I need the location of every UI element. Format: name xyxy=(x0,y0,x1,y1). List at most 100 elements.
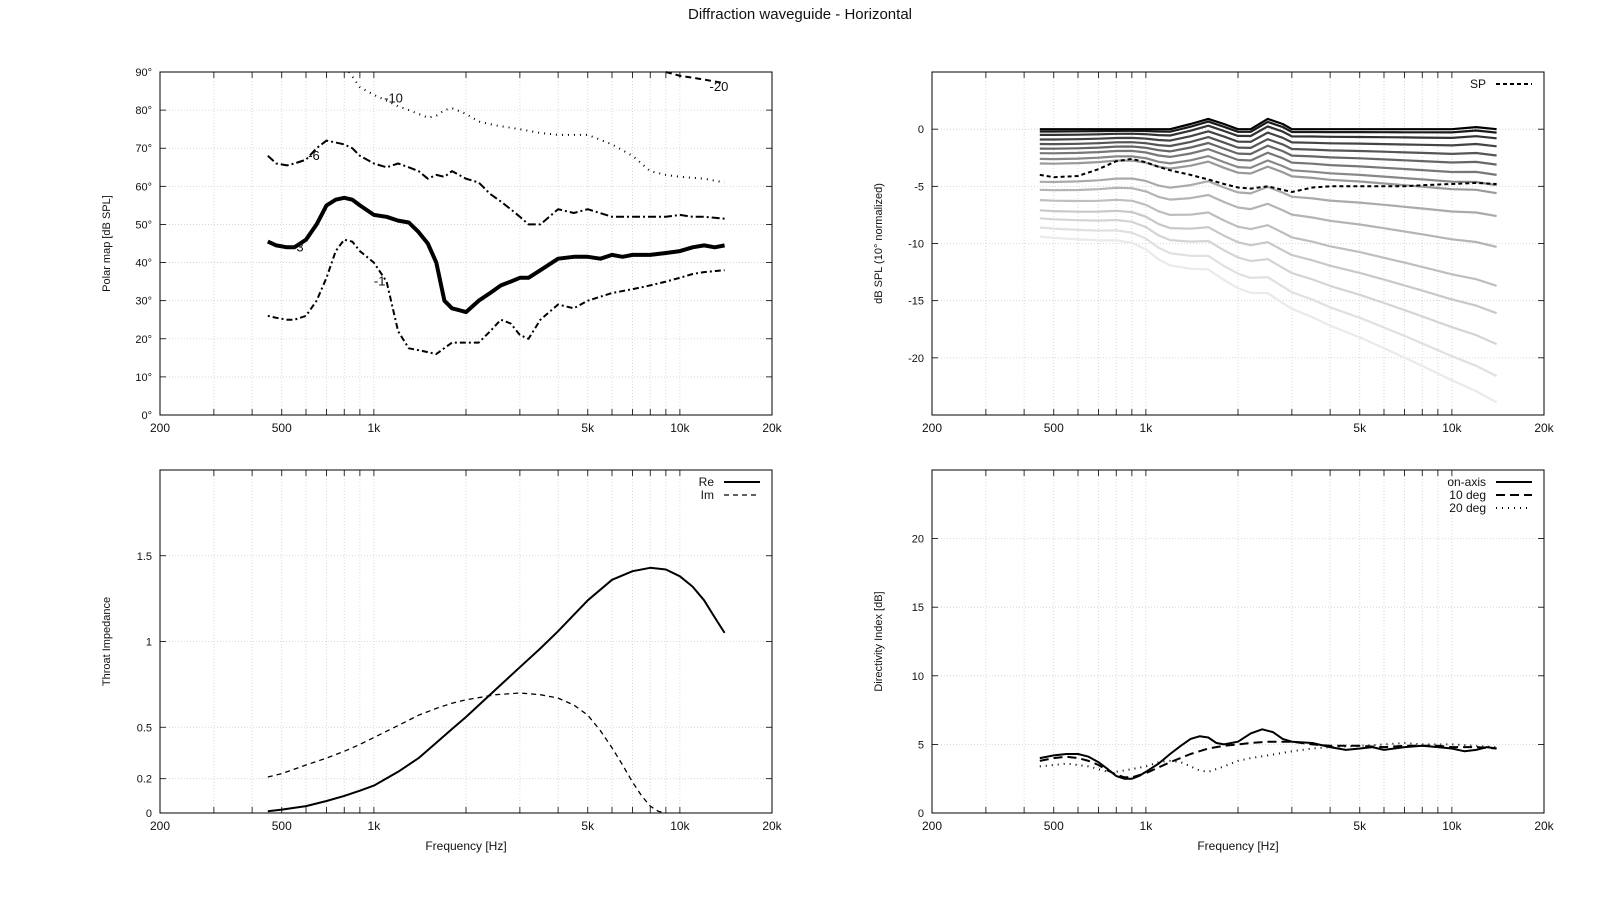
x-tick-label: 5k xyxy=(581,819,595,833)
series-line-10 deg xyxy=(1039,740,1497,779)
x-tick-label: 20k xyxy=(762,421,782,435)
legend-label: 20 deg xyxy=(1449,501,1486,515)
normalized-curve xyxy=(1039,177,1497,218)
polar-map-panel: 200 500 1k 5k 10k 20k 0° 10° 20° 30° 40° 50° 60° 70° 8… xyxy=(101,67,783,435)
grid xyxy=(159,470,773,814)
y-tick-label: 10 xyxy=(912,671,924,683)
x-tick-label: 200 xyxy=(922,819,942,833)
normalized-curve xyxy=(1039,148,1497,176)
y-tick-label: -20 xyxy=(908,353,924,365)
plot-frame xyxy=(931,469,1545,814)
plot-frame xyxy=(931,71,1545,416)
y-tick-label: 20 xyxy=(912,534,924,546)
normalized-curve xyxy=(1039,186,1497,248)
x-tick-label: 500 xyxy=(1044,819,1064,833)
x-tick-label: 20k xyxy=(1534,421,1554,435)
normalized-curve xyxy=(1039,198,1497,287)
legend-label: Im xyxy=(701,488,714,502)
normalized-curve xyxy=(1039,209,1497,315)
contour-label: -3 xyxy=(292,239,304,254)
x-tick-label: 500 xyxy=(272,421,292,435)
normalized-curve xyxy=(1039,141,1497,166)
series-line-Im xyxy=(267,692,667,814)
x-axis-label: Frequency [Hz] xyxy=(1197,839,1278,853)
plot-frame xyxy=(159,71,773,416)
contour-label: -20 xyxy=(710,79,729,94)
contour-label: -6 xyxy=(308,148,320,163)
x-tick-label: 500 xyxy=(1044,421,1064,435)
legend-label: on-axis xyxy=(1447,475,1486,489)
y-tick-label: 30° xyxy=(135,296,152,308)
series-line-Re xyxy=(267,566,726,813)
x-tick-label: 1k xyxy=(368,421,382,435)
y-tick-label: 20° xyxy=(135,334,152,346)
y-tick-label: 0 xyxy=(918,808,924,820)
y-tick-label: 1.5 xyxy=(137,551,152,563)
grid xyxy=(931,72,1545,415)
y-tick-label: 40° xyxy=(135,258,152,270)
normalized-curve xyxy=(1039,136,1497,157)
normalized-curve xyxy=(1039,124,1497,140)
x-tick-label: 1k xyxy=(368,819,382,833)
normalized-curve xyxy=(1039,159,1497,195)
directivity-index-panel: 200 500 1k 5k 10k 20k 0 5 10 15 20 Directivity Inde… xyxy=(873,469,1555,853)
normalized-curve xyxy=(1039,217,1498,346)
normalized-curve xyxy=(1039,226,1498,378)
y-tick-label: 0.5 xyxy=(137,722,152,734)
figure-title: Diffraction waveguide - Horizontal xyxy=(688,6,912,23)
y-tick-label: 80° xyxy=(135,105,152,117)
y-axis-label: Throat Impedance xyxy=(101,597,113,686)
series-line--1 xyxy=(267,238,725,355)
contour-label: -1 xyxy=(374,274,386,289)
grid xyxy=(159,71,773,416)
x-tick-label: 20k xyxy=(762,819,782,833)
y-axis-label: dB SPL (10° normalized) xyxy=(873,183,885,304)
x-tick-label: 10k xyxy=(1442,819,1462,833)
series-line--3 xyxy=(266,195,725,315)
x-tick-label: 500 xyxy=(272,819,292,833)
normalized-curve xyxy=(1039,130,1497,148)
y-tick-label: 15 xyxy=(912,602,924,614)
y-axis-label: Polar map [dB SPL] xyxy=(101,195,113,292)
y-tick-label: 60° xyxy=(135,181,152,193)
x-tick-label: 200 xyxy=(150,421,170,435)
series-line--20 xyxy=(665,71,725,85)
y-tick-label: 70° xyxy=(135,143,152,155)
x-axis-label: Frequency [Hz] xyxy=(425,839,506,853)
x-tick-label: 10k xyxy=(1442,421,1462,435)
y-tick-label: 0 xyxy=(918,124,924,136)
series-line-sp xyxy=(1039,157,1497,194)
y-tick-label: -5 xyxy=(914,181,924,193)
normalized-curve xyxy=(1039,120,1497,134)
x-tick-label: 200 xyxy=(150,819,170,833)
series-line--10 xyxy=(348,71,725,184)
normalized-curve xyxy=(1039,155,1497,187)
y-tick-label: 10° xyxy=(135,372,152,384)
y-tick-label: -15 xyxy=(908,296,924,308)
series-line--6 xyxy=(267,139,725,226)
legend-label: Re xyxy=(699,475,715,489)
series-line-20 deg xyxy=(1039,742,1497,773)
y-tick-label: 0.2 xyxy=(137,774,152,786)
x-tick-label: 20k xyxy=(1534,819,1554,833)
x-tick-label: 5k xyxy=(1353,819,1367,833)
y-tick-label: 5 xyxy=(918,739,924,751)
normalized-curve xyxy=(1039,235,1498,404)
contour-label: -10 xyxy=(384,91,403,106)
y-tick-label: 1 xyxy=(146,637,152,649)
y-axis-label: Directivity Index [dB] xyxy=(873,591,885,691)
y-tick-label: 0° xyxy=(141,410,152,422)
legend-label: SP xyxy=(1470,77,1486,91)
x-tick-label: 10k xyxy=(670,819,690,833)
x-tick-label: 1k xyxy=(1140,421,1154,435)
spl-normalized-panel: 200 500 1k 5k 10k 20k 0 -5 -10 -15 -20 dB SPL (10° … xyxy=(873,71,1555,435)
x-tick-label: 200 xyxy=(922,421,942,435)
x-tick-label: 5k xyxy=(581,421,595,435)
plot-frame xyxy=(159,469,773,814)
x-tick-label: 5k xyxy=(1353,421,1367,435)
legend-label: 10 deg xyxy=(1449,488,1486,502)
normalized-curve xyxy=(1039,117,1497,131)
throat-impedance-panel: 200 500 1k 5k 10k 20k 0 0.2 0.5 1 1.5 Throat Impeda… xyxy=(101,469,783,853)
x-tick-label: 10k xyxy=(670,421,690,435)
